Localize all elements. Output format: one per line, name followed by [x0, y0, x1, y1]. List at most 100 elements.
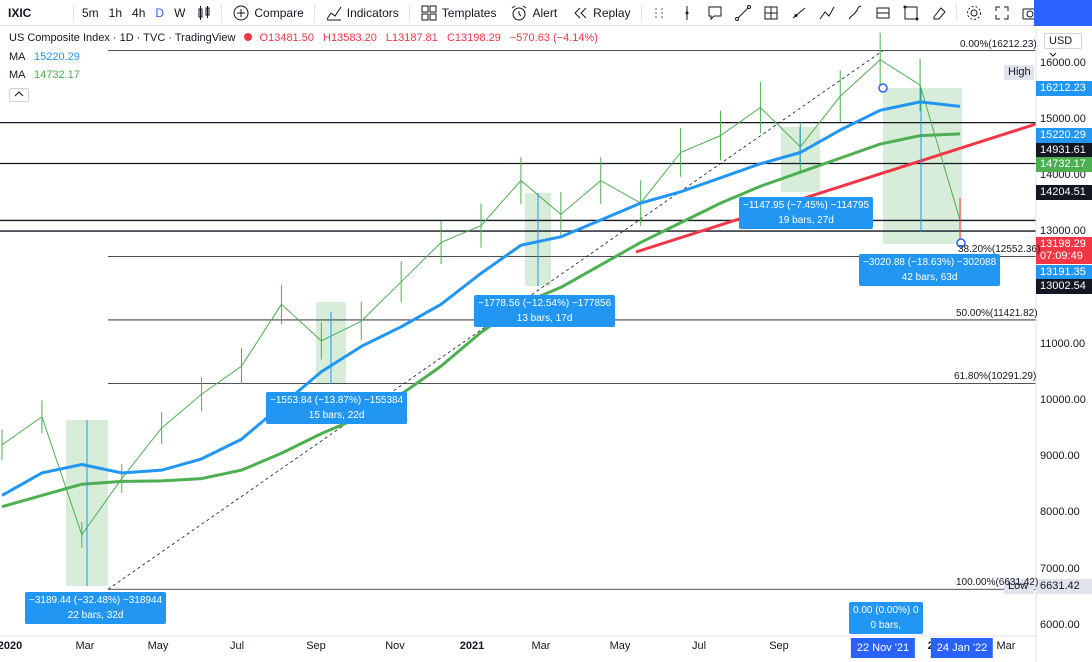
level-13002: 13002.54: [1036, 279, 1092, 294]
trendline-icon: [734, 4, 751, 21]
ma2-label: MA: [9, 69, 25, 81]
range-box: [883, 88, 962, 244]
measure-tool[interactable]: [897, 0, 925, 26]
forecast-tool[interactable]: [869, 0, 897, 26]
toolbar-divider: [955, 3, 957, 22]
path-icon: [819, 6, 834, 19]
forecast-icon: [876, 7, 890, 18]
compare-label: Compare: [254, 5, 304, 20]
last-price: 13198.29: [1036, 237, 1092, 252]
gear-icon: [966, 5, 981, 20]
low-marker: [956, 238, 966, 248]
fullscreen-button[interactable]: [988, 0, 1016, 26]
eraser-tool[interactable]: [925, 0, 953, 26]
low-value: 6631.42: [1036, 579, 1092, 594]
brush-icon: [848, 5, 862, 19]
measure-bars: 22 bars, 32d: [67, 610, 124, 621]
replay-button[interactable]: Replay: [564, 0, 637, 26]
date-tag: 22 Nov '21: [850, 638, 916, 658]
collapse-legend-button[interactable]: [9, 88, 29, 102]
templates-label: Templates: [441, 5, 497, 20]
rewind-icon: [574, 7, 587, 18]
measure-change: −3020.88 (−18.63%) −302088: [863, 257, 997, 268]
ma1-label: MA: [9, 51, 25, 63]
brush-tool[interactable]: [841, 0, 869, 26]
price-tick-label: 11000.00: [1040, 337, 1086, 350]
toolbar-divider: [640, 3, 642, 22]
price-tick-label: 6000.00: [1040, 618, 1080, 631]
time-tick-label: Jul: [691, 640, 707, 652]
interval-1h[interactable]: 1h: [108, 5, 123, 20]
legend-low: L13187.81: [385, 32, 438, 44]
ma2-legend[interactable]: MA 14732.17: [9, 69, 80, 81]
market-status-icon: [244, 33, 253, 41]
red-trendline: [635, 122, 1037, 254]
toolbar-divider: [221, 3, 223, 22]
measure-change: −1778.56 (−12.54%) −177856: [478, 298, 612, 309]
time-tick-label: Nov: [385, 640, 405, 652]
measure-label[interactable]: −3020.88 (−18.63%) −302088 42 bars, 63d: [859, 254, 1001, 286]
time-tick-label: Mar: [75, 640, 95, 652]
drag-handle[interactable]: [645, 0, 673, 26]
measure-label[interactable]: −1778.56 (−12.54%) −177856 13 bars, 17d: [474, 295, 616, 327]
settings-button[interactable]: [960, 0, 988, 26]
legend-high: H13583.20: [323, 32, 377, 44]
chevron-down-icon: [1049, 52, 1057, 57]
compare-button[interactable]: Compare: [225, 0, 310, 26]
interval-5m[interactable]: 5m: [82, 5, 99, 20]
symbol-search[interactable]: IXIC: [8, 5, 32, 20]
pattern-tool[interactable]: [757, 0, 785, 26]
price-tick-label: 8000.00: [1040, 506, 1080, 519]
alert-button[interactable]: Alert: [503, 0, 564, 26]
toolbar-divider: [313, 3, 315, 22]
measure-change: −3189.44 (−32.48%) −318944: [29, 595, 163, 606]
ma2-line: [1, 132, 961, 509]
measure-label[interactable]: −3189.44 (−32.48%) −318944 22 bars, 32d: [25, 592, 167, 624]
measure-change: 0.00 (0.00%) 0: [853, 605, 919, 616]
ma1-tag: 15220.29: [1036, 128, 1092, 143]
ray-tool[interactable]: [785, 0, 813, 26]
ma1-legend[interactable]: MA 15220.29: [9, 51, 80, 63]
high-marker: [878, 83, 888, 93]
trend-lines: [86, 83, 1037, 586]
price-tick-label: 9000.00: [1040, 450, 1080, 463]
interval-4h[interactable]: 4h: [132, 5, 146, 20]
measure-label[interactable]: −1553.84 (−13.87%) −155384 15 bars, 22d: [266, 392, 408, 424]
price-tick-label: 16000.00: [1040, 56, 1086, 69]
indicators-icon: [326, 6, 342, 20]
publish-button[interactable]: [1034, 0, 1092, 26]
measure-bars: 42 bars, 63d: [901, 272, 958, 283]
time-tick-label: Mar: [996, 640, 1016, 652]
measure-change: −1147.95 (−7.45%) −114795: [743, 200, 870, 211]
measure-icon: [903, 5, 919, 20]
eraser-icon: [933, 6, 946, 19]
price-tick-label: 7000.00: [1040, 562, 1080, 575]
path-tool[interactable]: [813, 0, 841, 26]
templates-button[interactable]: Templates: [413, 0, 504, 26]
fib-label: 61.80%(10291.29): [954, 371, 1037, 383]
trendline-tool[interactable]: [729, 0, 757, 26]
price-tick-label: 13000.00: [1040, 225, 1086, 238]
comment-tool[interactable]: [701, 0, 729, 26]
cursor-tool[interactable]: [673, 0, 701, 26]
chart-type-button[interactable]: [190, 0, 218, 26]
chevron-up-icon: [14, 91, 24, 97]
currency-select[interactable]: USD: [1044, 33, 1082, 57]
legend-change: −570.63 (−4.14%): [509, 32, 598, 44]
replay-label: Replay: [593, 5, 631, 20]
time-tick-label: 2020: [0, 640, 23, 652]
measure-label[interactable]: −1147.95 (−7.45%) −114795 19 bars, 27d: [739, 197, 874, 229]
grid-icon: [421, 5, 437, 20]
measure-label[interactable]: 0.00 (0.00%) 0 0 bars,: [849, 602, 923, 634]
interval-w[interactable]: W: [174, 5, 186, 20]
interval-d[interactable]: D: [155, 5, 165, 20]
indicators-button[interactable]: Indicators: [318, 0, 406, 26]
frame-icon: [764, 6, 778, 19]
toolbar-divider: [73, 3, 74, 22]
toolbar-divider: [408, 3, 410, 22]
ma2-value: 14732.17: [33, 69, 80, 81]
expand-icon: [995, 6, 1009, 19]
measure-bars: 0 bars,: [870, 620, 902, 631]
indicators-label: Indicators: [346, 5, 399, 20]
